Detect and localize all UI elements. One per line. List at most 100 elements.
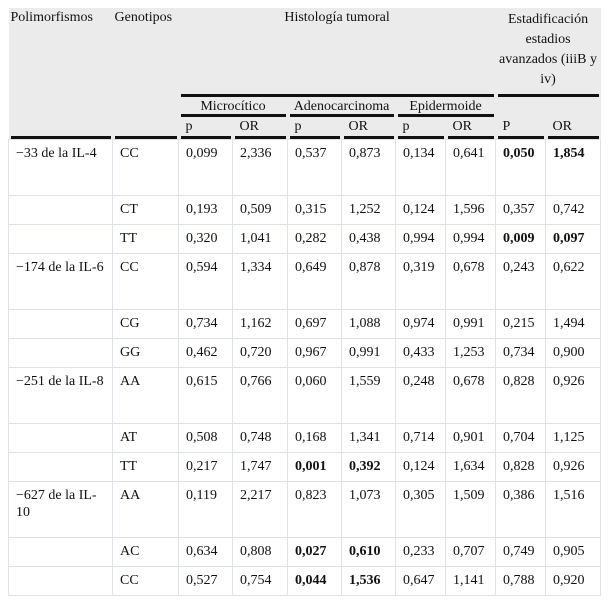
header-stat-or-microcitico: OR: [232, 117, 288, 139]
value-cell: 1,341: [341, 422, 396, 453]
value-cell: 0,991: [444, 308, 497, 339]
table-row: TT 0,217 1,747 0,001 0,392 0,124 1,634 0,828 0,9…: [8, 451, 602, 482]
value-cell: 0,766: [232, 366, 288, 424]
genotype-cell: CC: [112, 138, 179, 196]
value-cell: 0,386: [495, 480, 547, 538]
value-cell: 0,319: [395, 252, 446, 310]
value-cell: 0,926: [545, 451, 602, 482]
value-cell: 0,678: [444, 252, 497, 310]
value-cell: 0,994: [395, 223, 446, 254]
table-row: CC 0,527 0,754 0,044 1,536 0,647 1,141 0,788 0,9…: [8, 565, 602, 596]
value-cell: 0,233: [395, 536, 446, 567]
value-cell: 0,920: [545, 565, 602, 596]
value-cell: 0,044: [287, 565, 342, 596]
polymorphism-cell: [8, 565, 113, 596]
header-stat-or-adenocarcinoma: OR: [341, 117, 396, 139]
polymorphism-cell: [8, 422, 113, 453]
value-cell: 0,641: [444, 138, 497, 196]
header-stat-p-estadificacion: P: [495, 117, 546, 139]
value-cell: 1,253: [444, 337, 497, 368]
table-row: −627 de la IL-10 AA 0,119 2,217 0,823 1,073 0,…: [8, 480, 602, 538]
table-row: −33 de la IL-4 CC 0,099 2,336 0,537 0,873 0,13…: [8, 138, 602, 196]
polymorphism-cell: [8, 194, 113, 225]
value-cell: 1,141: [444, 565, 497, 596]
genotype-cell: AC: [112, 536, 179, 567]
genotype-cell: AA: [112, 366, 179, 424]
value-cell: 0,649: [287, 252, 342, 310]
table-row: CG 0,734 1,162 0,697 1,088 0,974 0,991 0,215 1,4…: [8, 308, 602, 339]
value-cell: 0,124: [395, 194, 446, 225]
table-row: AT 0,508 0,748 0,168 1,341 0,714 0,901 0,704 1,1…: [8, 422, 602, 453]
value-cell: 0,168: [287, 422, 342, 453]
value-cell: 1,073: [341, 480, 396, 538]
value-cell: 0,610: [341, 536, 396, 567]
value-cell: 0,527: [178, 565, 233, 596]
value-cell: 2,217: [232, 480, 288, 538]
header-genotipos: Genotipos: [112, 8, 179, 139]
value-cell: 0,748: [232, 422, 288, 453]
header-subgroup-microcitico: Microcítico: [178, 97, 288, 117]
value-cell: 0,974: [395, 308, 446, 339]
value-cell: 0,462: [178, 337, 233, 368]
value-cell: 1,509: [444, 480, 497, 538]
genotype-cell: AA: [112, 480, 179, 538]
value-cell: 1,596: [444, 194, 497, 225]
value-cell: 1,536: [341, 565, 396, 596]
value-cell: 0,697: [287, 308, 342, 339]
value-cell: 0,994: [444, 223, 497, 254]
value-cell: 0,720: [232, 337, 288, 368]
value-cell: 0,594: [178, 252, 233, 310]
genotype-cell: CG: [112, 308, 179, 339]
value-cell: 0,509: [232, 194, 288, 225]
genotype-cell: GG: [112, 337, 179, 368]
value-cell: 0,060: [287, 366, 342, 424]
value-cell: 0,392: [341, 451, 396, 482]
genotype-cell: AT: [112, 422, 179, 453]
value-cell: 0,193: [178, 194, 233, 225]
table-row: TT 0,320 1,041 0,282 0,438 0,994 0,994 0,009 0,0…: [8, 223, 602, 254]
value-cell: 0,873: [341, 138, 396, 196]
value-cell: 0,537: [287, 138, 342, 196]
value-cell: 0,615: [178, 366, 233, 424]
value-cell: 1,747: [232, 451, 288, 482]
value-cell: 1,041: [232, 223, 288, 254]
polymorphism-cell: −627 de la IL-10: [8, 480, 113, 538]
header-subgroup-adenocarcinoma: Adenocarcinoma: [287, 97, 396, 117]
value-cell: 0,634: [178, 536, 233, 567]
value-cell: 0,905: [545, 536, 602, 567]
value-cell: 0,248: [395, 366, 446, 424]
table-row: CT 0,193 0,509 0,315 1,252 0,124 1,596 0,357 0,7…: [8, 194, 602, 225]
table-row: AC 0,634 0,808 0,027 0,610 0,233 0,707 0,749 0,9…: [8, 536, 602, 567]
polymorphism-cell: −33 de la IL-4: [8, 138, 113, 196]
value-cell: 0,243: [495, 252, 547, 310]
polymorphism-cell: [8, 223, 113, 254]
header-group-estadificacion: Estadificación estadios avanzados (iiiB …: [495, 8, 601, 97]
value-cell: 0,647: [395, 565, 446, 596]
value-cell: 1,088: [341, 308, 396, 339]
header-stat-p-adenocarcinoma: p: [287, 117, 342, 139]
value-cell: 0,967: [287, 337, 342, 368]
value-cell: 1,125: [545, 422, 602, 453]
value-cell: 1,494: [545, 308, 602, 339]
header-stat-or-estadificacion: OR: [545, 117, 601, 139]
value-cell: 0,991: [341, 337, 396, 368]
value-cell: 0,828: [495, 366, 547, 424]
value-cell: 0,305: [395, 480, 446, 538]
value-cell: 0,009: [495, 223, 547, 254]
value-cell: 0,788: [495, 565, 547, 596]
value-cell: 1,559: [341, 366, 396, 424]
value-cell: 0,320: [178, 223, 233, 254]
header-stat-p-epidermoide: p: [395, 117, 446, 139]
table-row: −174 de la IL-6 CC 0,594 1,334 0,649 0,878 0,3…: [8, 252, 602, 310]
value-cell: 0,282: [287, 223, 342, 254]
genotype-cell: TT: [112, 223, 179, 254]
value-cell: 0,027: [287, 536, 342, 567]
value-cell: 0,215: [495, 308, 547, 339]
table-row: −251 de la IL-8 AA 0,615 0,766 0,060 1,559 0,2…: [8, 366, 602, 424]
polymorphism-cell: [8, 337, 113, 368]
value-cell: 0,678: [444, 366, 497, 424]
value-cell: 0,926: [545, 366, 602, 424]
value-cell: 1,634: [444, 451, 497, 482]
value-cell: 0,808: [232, 536, 288, 567]
value-cell: 0,119: [178, 480, 233, 538]
